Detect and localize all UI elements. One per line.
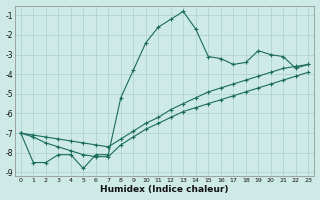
X-axis label: Humidex (Indice chaleur): Humidex (Indice chaleur) <box>100 185 229 194</box>
